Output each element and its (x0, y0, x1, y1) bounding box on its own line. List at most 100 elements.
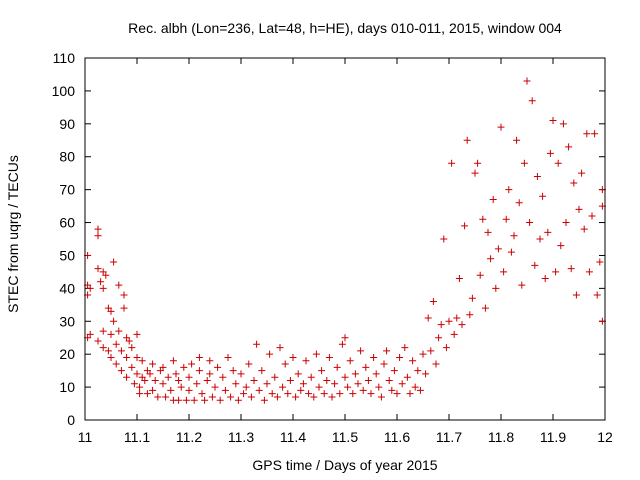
data-point-marker (466, 311, 474, 319)
data-point-marker (305, 390, 313, 398)
data-point-marker (107, 330, 115, 338)
data-point-marker (385, 377, 393, 385)
data-point-marker (307, 373, 315, 381)
data-point-marker (297, 386, 305, 394)
data-point-marker (554, 159, 562, 167)
data-point-marker (494, 245, 502, 253)
y-axis-ticks: 0 10 20 30 40 50 60 70 80 90 100 110 (52, 50, 605, 428)
data-point-marker (591, 130, 599, 138)
data-point-marker (377, 393, 385, 401)
data-point-marker (146, 370, 154, 378)
data-point-marker (513, 136, 521, 144)
chart-title: Rec. albh (Lon=236, Lat=48, h=HE), days … (128, 20, 562, 36)
data-point-marker (338, 340, 346, 348)
data-point-marker (245, 360, 253, 368)
data-point-marker (123, 353, 131, 361)
data-point-marker (419, 350, 427, 358)
y-tick-label: 110 (53, 50, 76, 66)
data-point-marker (110, 317, 118, 325)
data-point-marker (130, 380, 138, 388)
data-point-marker (162, 393, 170, 401)
y-tick-label: 10 (59, 379, 75, 395)
data-point-marker (195, 353, 203, 361)
data-point-marker (526, 219, 534, 227)
data-point-marker (266, 350, 274, 358)
data-point-marker (575, 205, 583, 213)
data-point-marker (585, 268, 593, 276)
data-point-marker (442, 344, 450, 352)
data-point-marker (169, 357, 177, 365)
data-point-marker (125, 337, 133, 345)
data-point-marker (133, 370, 141, 378)
data-point-marker (214, 363, 222, 371)
x-tick-label: 11.2 (176, 429, 202, 445)
data-point-marker (578, 169, 586, 177)
data-point-marker (237, 370, 245, 378)
data-point-marker (344, 383, 352, 391)
data-point-marker (123, 373, 131, 381)
data-point-marker (403, 373, 411, 381)
data-point-marker (136, 390, 144, 398)
data-point-marker (112, 340, 120, 348)
data-point-marker (94, 265, 102, 273)
data-point-marker (546, 149, 554, 157)
data-point-marker (255, 386, 263, 394)
data-point-marker (422, 370, 430, 378)
data-point-marker (195, 367, 203, 375)
data-point-marker (559, 120, 567, 128)
data-point-marker (328, 393, 336, 401)
data-point-marker (528, 97, 536, 105)
data-point-marker (414, 367, 422, 375)
data-point-marker (102, 271, 110, 279)
data-point-marker (505, 186, 513, 194)
data-point-marker (110, 258, 118, 266)
data-point-marker (424, 314, 432, 322)
x-tick-label: 11.4 (280, 429, 306, 445)
data-point-marker (151, 377, 159, 385)
data-point-marker (544, 228, 552, 236)
x-tick-label: 12 (597, 429, 613, 445)
plot-frame (84, 57, 606, 421)
data-point-marker (325, 353, 333, 361)
data-point-marker (453, 314, 461, 322)
data-point-marker (333, 363, 341, 371)
data-point-marker (216, 396, 224, 404)
data-points (84, 77, 606, 404)
data-point-marker (572, 291, 580, 299)
data-point-marker (279, 383, 287, 391)
data-point-marker (549, 117, 557, 125)
data-point-marker (437, 321, 445, 329)
data-point-marker (115, 327, 123, 335)
data-point-marker (188, 360, 196, 368)
data-point-marker (185, 386, 193, 394)
data-point-marker (359, 386, 367, 394)
data-point-marker (557, 242, 565, 250)
data-point-marker (393, 390, 401, 398)
data-point-marker (445, 317, 453, 325)
data-point-marker (552, 268, 560, 276)
data-point-marker (310, 393, 318, 401)
data-point-marker (143, 390, 151, 398)
data-point-marker (448, 159, 456, 167)
data-point-marker (120, 304, 128, 312)
data-point-marker (539, 192, 547, 200)
data-point-marker (302, 357, 310, 365)
data-point-marker (224, 353, 232, 361)
data-point-marker (206, 370, 214, 378)
x-tick-label: 11.8 (488, 429, 514, 445)
data-point-marker (429, 298, 437, 306)
data-point-marker (86, 284, 94, 292)
data-point-marker (349, 390, 357, 398)
data-point-marker (380, 360, 388, 368)
data-point-marker (318, 367, 326, 375)
data-point-marker (562, 219, 570, 227)
y-tick-label: 60 (59, 215, 75, 231)
data-point-marker (242, 383, 250, 391)
x-axis-ticks: 11 11.1 11.2 11.3 11.4 11.5 11.6 11.7 11.8 11.9 12 (78, 58, 613, 445)
data-point-marker (583, 130, 591, 138)
data-point-marker (86, 330, 94, 338)
data-point-marker (177, 383, 185, 391)
data-point-marker (138, 357, 146, 365)
data-point-marker (336, 390, 344, 398)
data-point-marker (476, 271, 484, 279)
